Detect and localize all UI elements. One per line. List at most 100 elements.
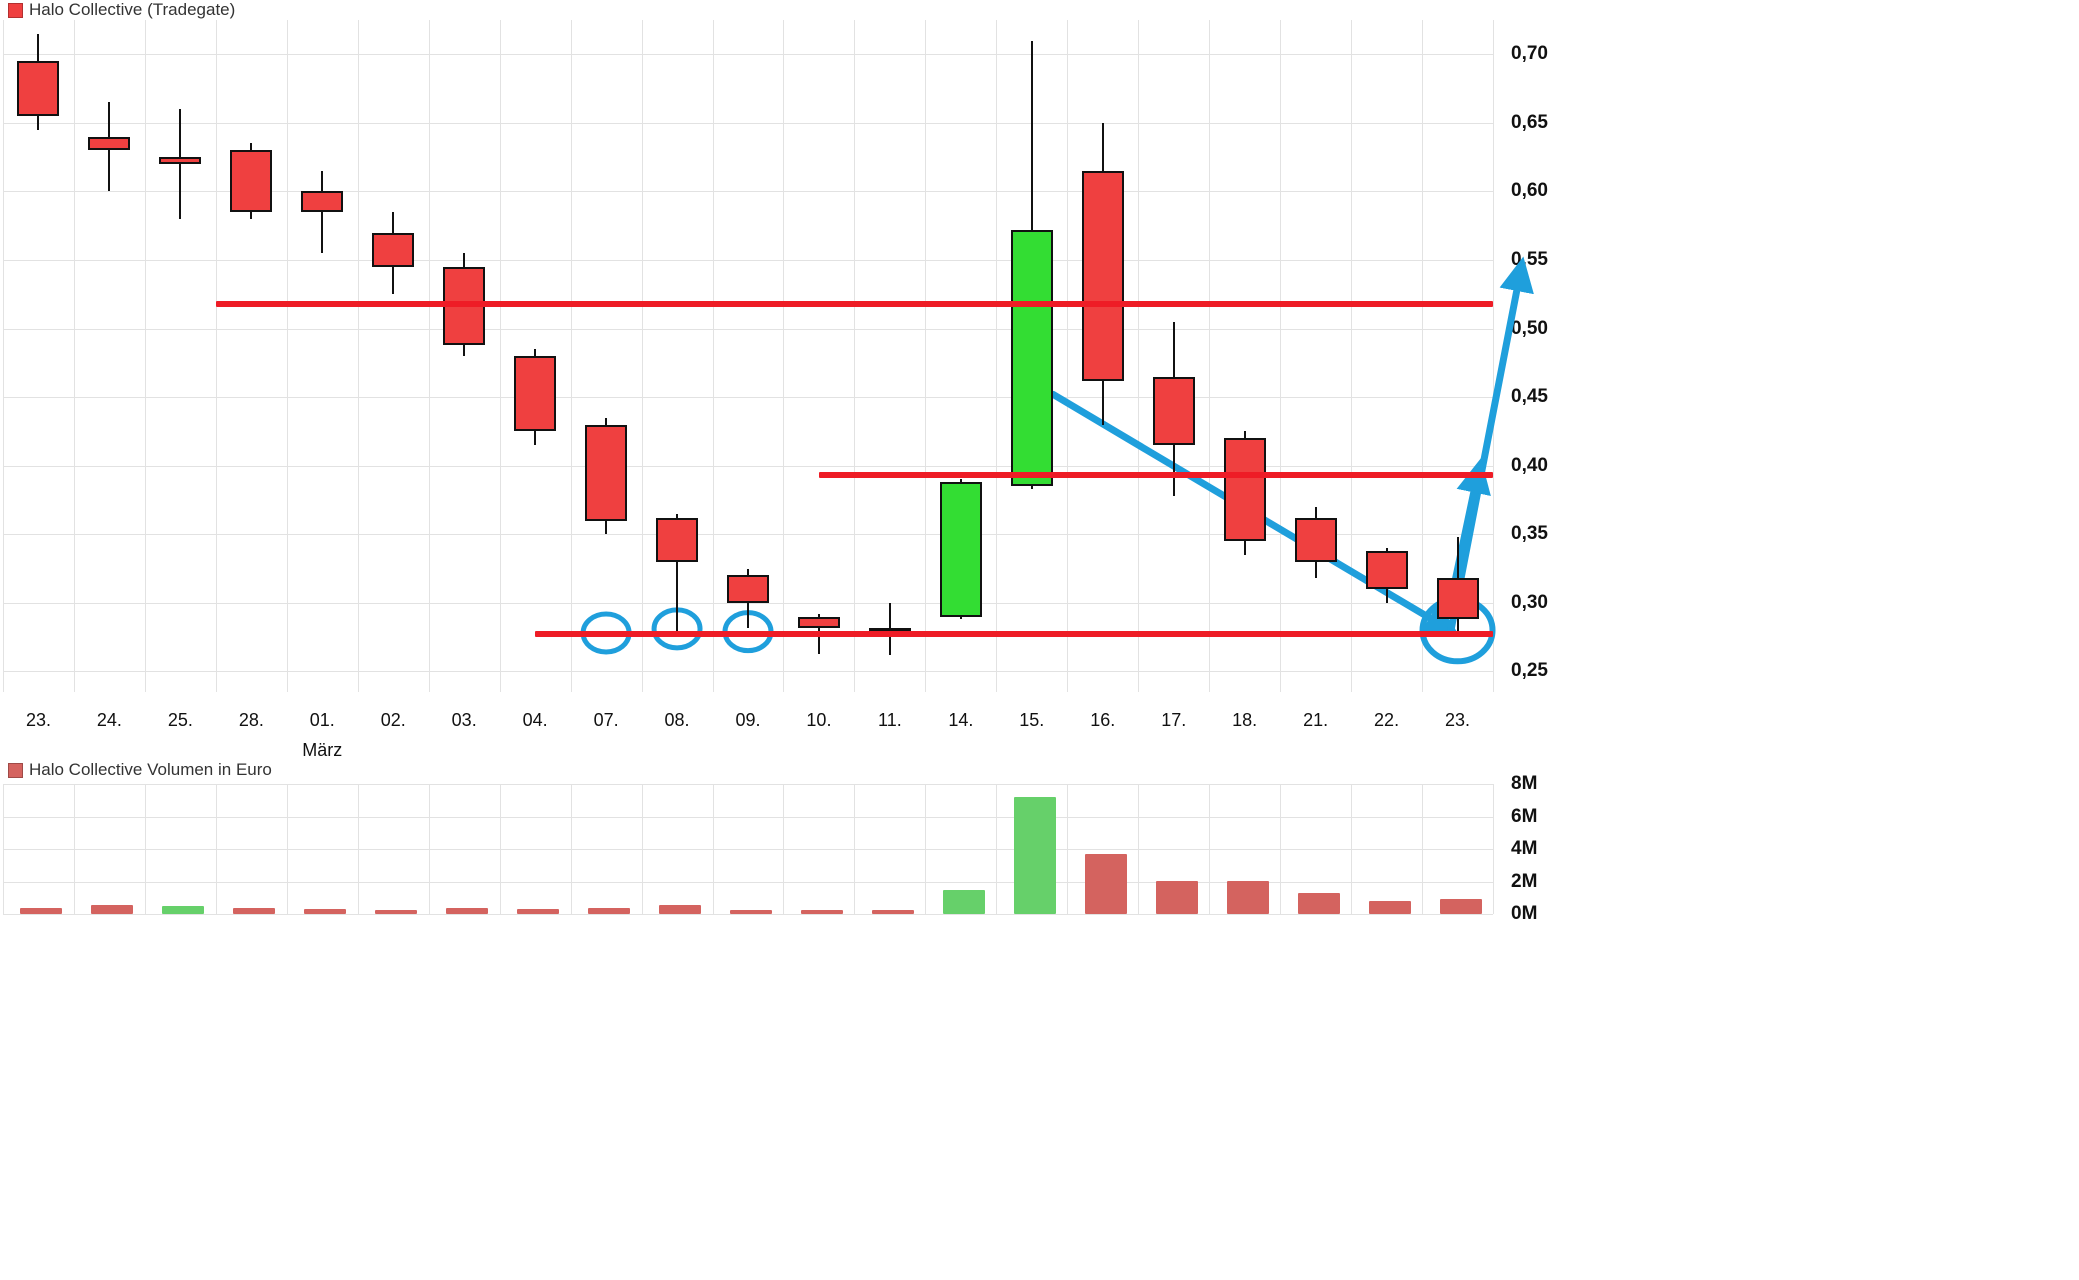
volume-bar-15[interactable] (1013, 797, 1056, 914)
volume-bar-02[interactable] (375, 910, 418, 914)
price-tick-label: 0,25 (1511, 660, 1548, 682)
volume-bar-03[interactable] (446, 908, 489, 914)
candlestick-23[interactable] (1436, 0, 1479, 692)
candle-body (1436, 578, 1479, 620)
price-tick-label: 0,35 (1511, 523, 1548, 545)
candlestick-18[interactable] (1223, 0, 1266, 692)
candle-body (797, 616, 840, 628)
volume-bar-07[interactable] (588, 907, 631, 914)
candlestick-22[interactable] (1365, 0, 1408, 692)
volume-bar-18[interactable] (1226, 880, 1269, 914)
price-gridline-v (73, 20, 75, 692)
volume-bar-28[interactable] (233, 908, 276, 914)
volume-legend-label: Halo Collective Volumen in Euro (29, 760, 272, 779)
candlestick-08[interactable] (656, 0, 699, 692)
volume-bar-22[interactable] (1368, 901, 1411, 914)
resistance-mid-line[interactable] (818, 472, 1493, 479)
volume-bar-04[interactable] (517, 909, 560, 914)
price-gridline-h (3, 54, 1493, 56)
support-lower-line[interactable] (535, 631, 1493, 638)
candlestick-14[interactable] (939, 0, 982, 692)
price-gridline-v (1493, 20, 1494, 692)
date-tick-label: 28. (238, 710, 264, 730)
resistance-upper-line[interactable] (215, 300, 1493, 307)
volume-gridline-v (357, 784, 359, 914)
date-tick-label: 16. (1090, 710, 1116, 730)
price-legend[interactable]: Halo Collective (Tradegate) (8, 0, 235, 20)
volume-gridline-h (3, 784, 1493, 785)
candlestick-28[interactable] (230, 0, 273, 692)
price-tick-label: 0,65 (1511, 111, 1548, 133)
volume-gridline-v (783, 784, 785, 914)
volume-bar-23[interactable] (20, 907, 63, 914)
volume-bar-17[interactable] (1155, 880, 1198, 914)
volume-gridline-h (3, 881, 1493, 883)
date-tick-label: 02. (380, 710, 406, 730)
volume-bar-10[interactable] (800, 910, 843, 914)
volume-bar-01[interactable] (304, 909, 347, 914)
candlestick-09[interactable] (727, 0, 769, 692)
volume-bar-25[interactable] (162, 906, 205, 914)
date-tick-label: 15. (1019, 710, 1045, 730)
volume-bar-23[interactable] (1439, 899, 1482, 914)
volume-chart-panel: Halo Collective Volumen in Euro 8M 6M 4M 2M… (0, 760, 1547, 930)
volume-gridline-v (854, 784, 856, 914)
volume-bar-08[interactable] (659, 905, 702, 914)
date-tick-label: 07. (593, 710, 619, 730)
price-gridline-v (428, 20, 430, 692)
date-tick-label: 04. (522, 710, 548, 730)
candle-body (1294, 517, 1337, 562)
candlestick-04[interactable] (514, 0, 557, 692)
volume-legend[interactable]: Halo Collective Volumen in Euro (8, 760, 272, 780)
volume-bar-11[interactable] (871, 910, 914, 914)
date-tick-label: 24. (96, 710, 122, 730)
candlestick-07[interactable] (585, 0, 628, 692)
candlestick-23[interactable] (17, 0, 60, 692)
candlestick-24[interactable] (88, 0, 131, 692)
price-gridline-v (925, 20, 927, 692)
candlestick-10[interactable] (797, 0, 840, 692)
candlestick-25[interactable] (159, 0, 202, 692)
price-gridline-v (357, 20, 359, 692)
price-tick-label: 0,55 (1511, 249, 1548, 270)
volume-gridline-v (712, 784, 714, 914)
volume-gridline-v (1138, 784, 1140, 914)
volume-bar-16[interactable] (1084, 853, 1127, 914)
candlestick-03[interactable] (443, 0, 486, 692)
date-tick-label: 08. (664, 710, 690, 730)
volume-gridline-h (3, 816, 1493, 818)
price-gridline-h (3, 122, 1493, 124)
price-gridline-v (144, 20, 146, 692)
candlestick-17[interactable] (1152, 0, 1195, 692)
date-tick-label: 09. (735, 710, 761, 730)
date-tick-label: 01. (309, 710, 335, 730)
candlestick-01[interactable] (301, 0, 344, 692)
volume-tick-label: 2M (1511, 870, 1538, 892)
candle-wick (676, 513, 679, 634)
price-gridline-v (1351, 20, 1353, 692)
price-gridline-v (570, 20, 572, 692)
volume-bar-24[interactable] (91, 905, 134, 914)
volume-tick-label: 4M (1511, 838, 1538, 859)
price-tick-label: 0,60 (1511, 180, 1548, 202)
candle-body (372, 232, 415, 267)
date-tick-label: 25. (167, 710, 193, 730)
candle-body (1152, 376, 1195, 446)
price-gridline-v (215, 20, 217, 692)
candle-body (159, 157, 202, 164)
volume-bar-21[interactable] (1297, 892, 1340, 914)
candlestick-02[interactable] (372, 0, 415, 692)
volume-gridline-v (144, 784, 146, 914)
volume-gridline-v (1422, 784, 1424, 914)
candlestick-11[interactable] (868, 0, 911, 692)
candle-body (514, 356, 557, 432)
volume-bar-09[interactable] (730, 910, 772, 914)
volume-bar-14[interactable] (942, 890, 985, 914)
date-axis-labels: 23. 24. 25. 28. 01. 02. 03. 04. 07. 08. 09. 10. 11. 1… (0, 710, 1547, 740)
date-tick-label: 10. (806, 710, 832, 730)
candlestick-15[interactable] (1010, 0, 1053, 692)
candlestick-21[interactable] (1294, 0, 1337, 692)
candlestick-16[interactable] (1081, 0, 1124, 692)
volume-gridline-v (3, 784, 4, 914)
